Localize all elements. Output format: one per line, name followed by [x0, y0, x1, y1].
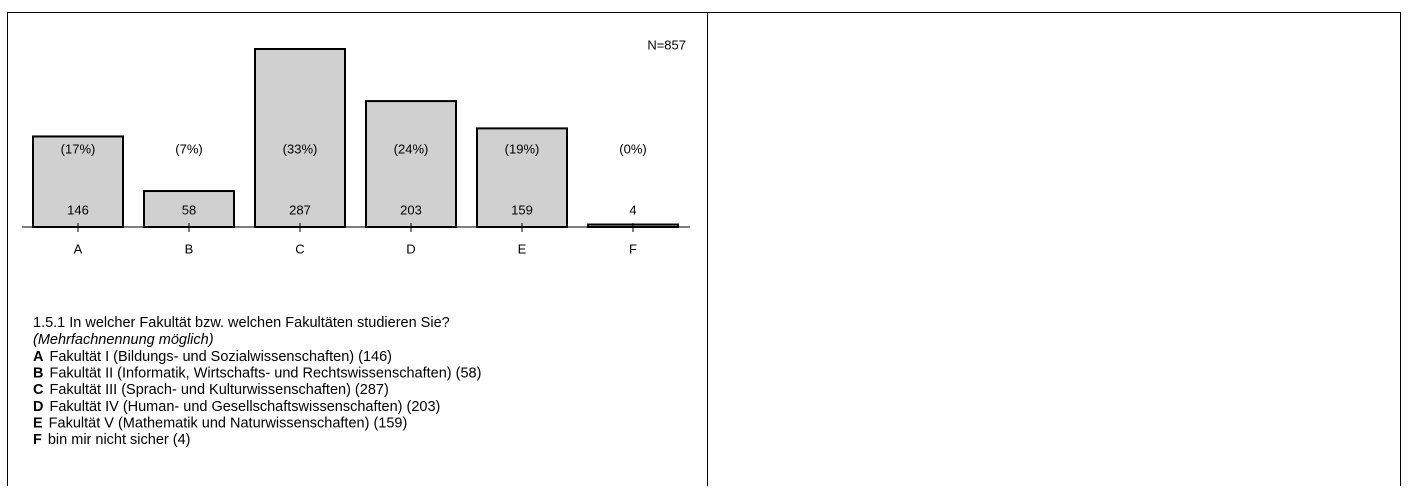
legend-item: D Fakultät IV (Human- und Gesellschaftswi…: [33, 399, 440, 415]
bar: [254, 48, 346, 228]
value-label: 58: [182, 202, 196, 217]
value-label: 203: [400, 202, 422, 217]
percent-label: (33%): [283, 141, 318, 156]
x-tick-label: E: [518, 241, 527, 256]
value-label: 4: [629, 202, 636, 217]
legend-text: bin mir nicht sicher (4): [48, 432, 191, 448]
bar: [476, 127, 568, 229]
percent-label: (24%): [394, 141, 429, 156]
legend-item: B Fakultät II (Informatik, Wirtschafts- u…: [33, 365, 481, 381]
legend-key: F: [33, 432, 42, 448]
bar: [32, 135, 124, 228]
x-tick-label: B: [185, 241, 194, 256]
legend-item: E Fakultät V (Mathematik und Naturwissens…: [33, 415, 407, 431]
hint: (Mehrfachnennung möglich): [33, 332, 214, 348]
legend-item: C Fakultät III (Sprach- und Kulturwissens…: [33, 382, 389, 398]
x-tick-label: C: [295, 241, 304, 256]
percent-label: (19%): [505, 141, 540, 156]
legend-key: C: [33, 382, 44, 398]
x-tick-label: F: [629, 241, 637, 256]
legend-key: A: [33, 349, 44, 365]
percent-label: (7%): [175, 141, 202, 156]
value-label: 287: [289, 202, 311, 217]
x-tick-label: D: [406, 241, 415, 256]
percent-label: (17%): [61, 141, 96, 156]
legend-key: B: [33, 365, 43, 381]
bar: [365, 100, 457, 228]
legend-item: A Fakultät I (Bildungs- und Sozialwissens…: [33, 349, 392, 365]
legend-text: Fakultät IV (Human- und Gesellschaftswis…: [49, 399, 440, 415]
panel-frame: [7, 12, 1401, 491]
legend-text: Fakultät III (Sprach- und Kulturwissensc…: [49, 382, 388, 398]
sample-size: N=857: [647, 37, 686, 52]
legend-text: Fakultät V (Mathematik und Naturwissensc…: [49, 415, 408, 431]
question: 1.5.1 In welcher Fakultät bzw. welchen F…: [33, 315, 450, 331]
x-tick-label: A: [74, 241, 83, 256]
value-label: 159: [511, 202, 533, 217]
legend-key: D: [33, 399, 43, 415]
legend-text: Fakultät II (Informatik, Wirtschafts- un…: [49, 365, 481, 381]
legend-key: E: [33, 415, 43, 431]
value-label: 146: [67, 202, 89, 217]
legend-text: Fakultät I (Bildungs- und Sozialwissensc…: [49, 349, 392, 365]
percent-label: (0%): [619, 141, 646, 156]
